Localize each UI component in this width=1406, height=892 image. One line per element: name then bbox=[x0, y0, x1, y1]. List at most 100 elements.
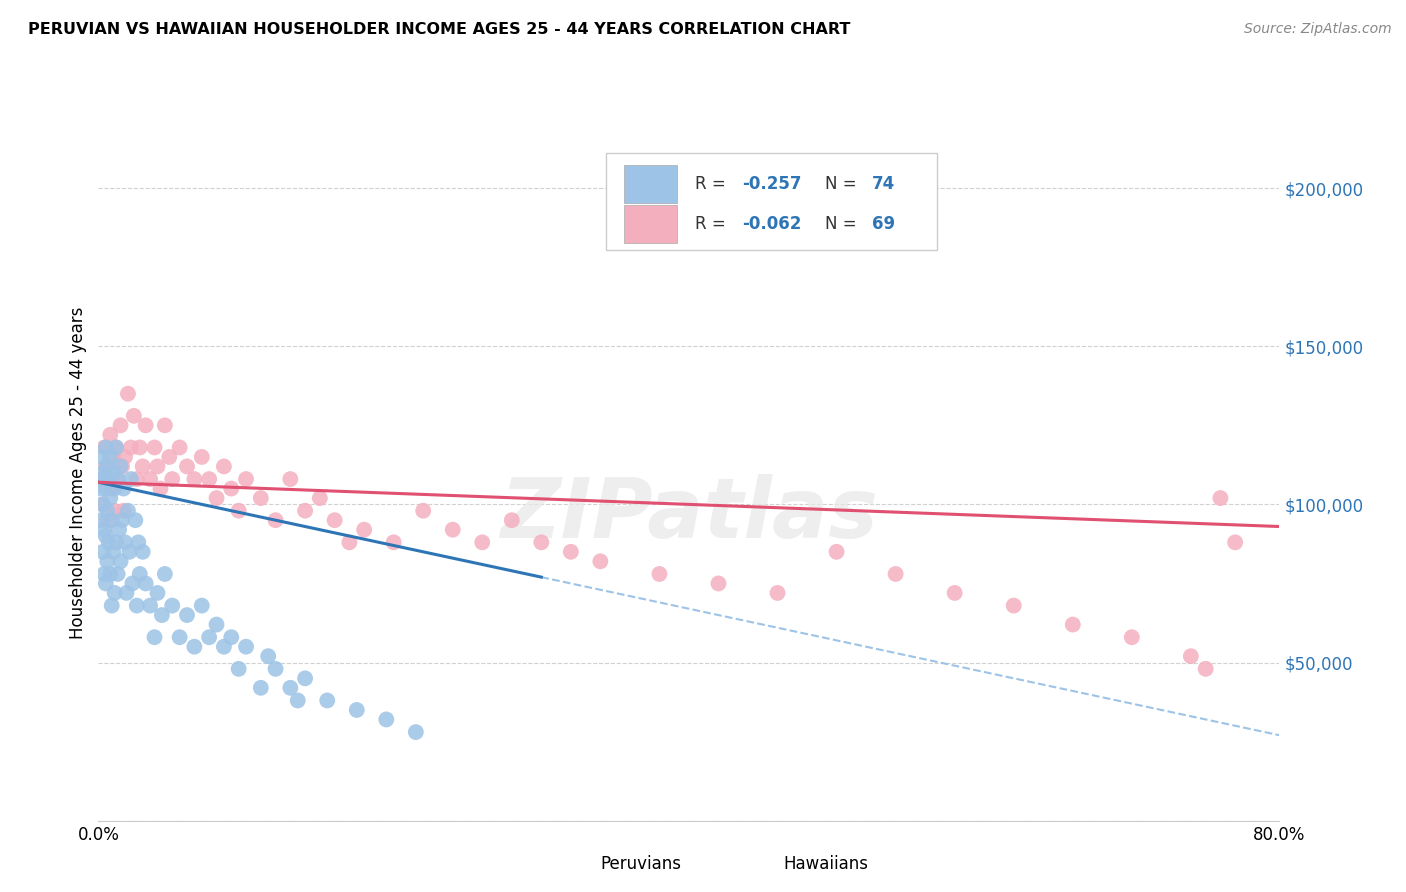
Point bbox=[96, 513, 118, 527]
Point bbox=[110, 459, 132, 474]
Point bbox=[107, 566, 129, 581]
Point bbox=[110, 554, 132, 568]
Point bbox=[120, 441, 142, 455]
Point bbox=[139, 472, 162, 486]
Point bbox=[287, 693, 309, 707]
Point bbox=[707, 576, 730, 591]
Bar bbox=[730, 855, 778, 874]
Point bbox=[169, 441, 191, 455]
Text: R =: R = bbox=[695, 215, 731, 234]
Text: PERUVIAN VS HAWAIIAN HOUSEHOLDER INCOME AGES 25 - 44 YEARS CORRELATION CHART: PERUVIAN VS HAWAIIAN HOUSEHOLDER INCOME … bbox=[28, 22, 851, 37]
Point bbox=[94, 441, 117, 455]
Point bbox=[150, 608, 173, 623]
Point bbox=[257, 649, 280, 664]
Point bbox=[94, 482, 117, 496]
Point bbox=[157, 450, 180, 464]
Point bbox=[105, 535, 128, 549]
Point bbox=[97, 535, 120, 549]
Point bbox=[112, 482, 135, 496]
Point bbox=[264, 513, 287, 527]
Point bbox=[125, 472, 148, 486]
Point bbox=[97, 472, 120, 486]
Point bbox=[110, 418, 132, 433]
Point bbox=[90, 513, 112, 527]
Point bbox=[104, 482, 127, 496]
Point bbox=[235, 640, 257, 654]
FancyBboxPatch shape bbox=[606, 153, 936, 250]
Point bbox=[278, 472, 302, 486]
Text: N =: N = bbox=[825, 215, 862, 234]
Point bbox=[353, 523, 375, 537]
Bar bbox=[624, 205, 678, 244]
Point bbox=[648, 566, 671, 581]
Point bbox=[112, 504, 135, 518]
Point bbox=[250, 681, 273, 695]
Point bbox=[98, 450, 121, 464]
Text: 74: 74 bbox=[872, 175, 896, 193]
Point bbox=[107, 472, 129, 486]
Text: -0.062: -0.062 bbox=[742, 215, 801, 234]
Point bbox=[105, 441, 128, 455]
Point bbox=[169, 630, 191, 644]
Point bbox=[104, 504, 127, 518]
Point bbox=[103, 466, 125, 480]
Point bbox=[143, 441, 166, 455]
Point bbox=[91, 466, 114, 480]
Text: -0.257: -0.257 bbox=[742, 175, 801, 193]
Point bbox=[212, 640, 235, 654]
Point bbox=[98, 491, 121, 505]
Point bbox=[91, 545, 114, 559]
Point bbox=[98, 566, 121, 581]
Point bbox=[153, 566, 176, 581]
Point bbox=[93, 566, 115, 581]
Point bbox=[1209, 491, 1232, 505]
Point bbox=[127, 535, 149, 549]
Point bbox=[346, 703, 368, 717]
Point bbox=[191, 450, 214, 464]
Point bbox=[228, 504, 250, 518]
Point bbox=[337, 535, 360, 549]
Point bbox=[124, 513, 146, 527]
Y-axis label: Householder Income Ages 25 - 44 years: Householder Income Ages 25 - 44 years bbox=[69, 307, 87, 639]
Point bbox=[128, 566, 150, 581]
Point bbox=[111, 513, 134, 527]
Point bbox=[264, 662, 287, 676]
Point bbox=[198, 472, 221, 486]
Point bbox=[235, 472, 257, 486]
Point bbox=[1002, 599, 1025, 613]
Point bbox=[128, 441, 150, 455]
Point bbox=[323, 513, 346, 527]
Bar bbox=[624, 164, 678, 202]
Point bbox=[94, 576, 117, 591]
Point bbox=[125, 599, 148, 613]
Point bbox=[93, 523, 115, 537]
Point bbox=[97, 472, 120, 486]
Point bbox=[91, 497, 114, 511]
Point bbox=[146, 459, 169, 474]
Point bbox=[228, 662, 250, 676]
Point bbox=[766, 586, 789, 600]
Point bbox=[412, 504, 434, 518]
Point bbox=[103, 545, 125, 559]
Point bbox=[90, 450, 112, 464]
Point bbox=[560, 545, 582, 559]
Point bbox=[107, 472, 129, 486]
Point bbox=[589, 554, 612, 568]
Point bbox=[117, 504, 139, 518]
Point bbox=[96, 504, 118, 518]
Point bbox=[176, 459, 198, 474]
Point bbox=[309, 491, 332, 505]
Point bbox=[94, 459, 117, 474]
Point bbox=[219, 630, 242, 644]
Point bbox=[103, 450, 125, 464]
Point bbox=[93, 472, 115, 486]
Point bbox=[114, 450, 136, 464]
Point bbox=[143, 630, 166, 644]
Point bbox=[132, 545, 155, 559]
Text: Source: ZipAtlas.com: Source: ZipAtlas.com bbox=[1244, 22, 1392, 37]
Point bbox=[250, 491, 273, 505]
Point bbox=[943, 586, 966, 600]
Point bbox=[122, 409, 145, 423]
Point bbox=[530, 535, 553, 549]
Point bbox=[884, 566, 907, 581]
